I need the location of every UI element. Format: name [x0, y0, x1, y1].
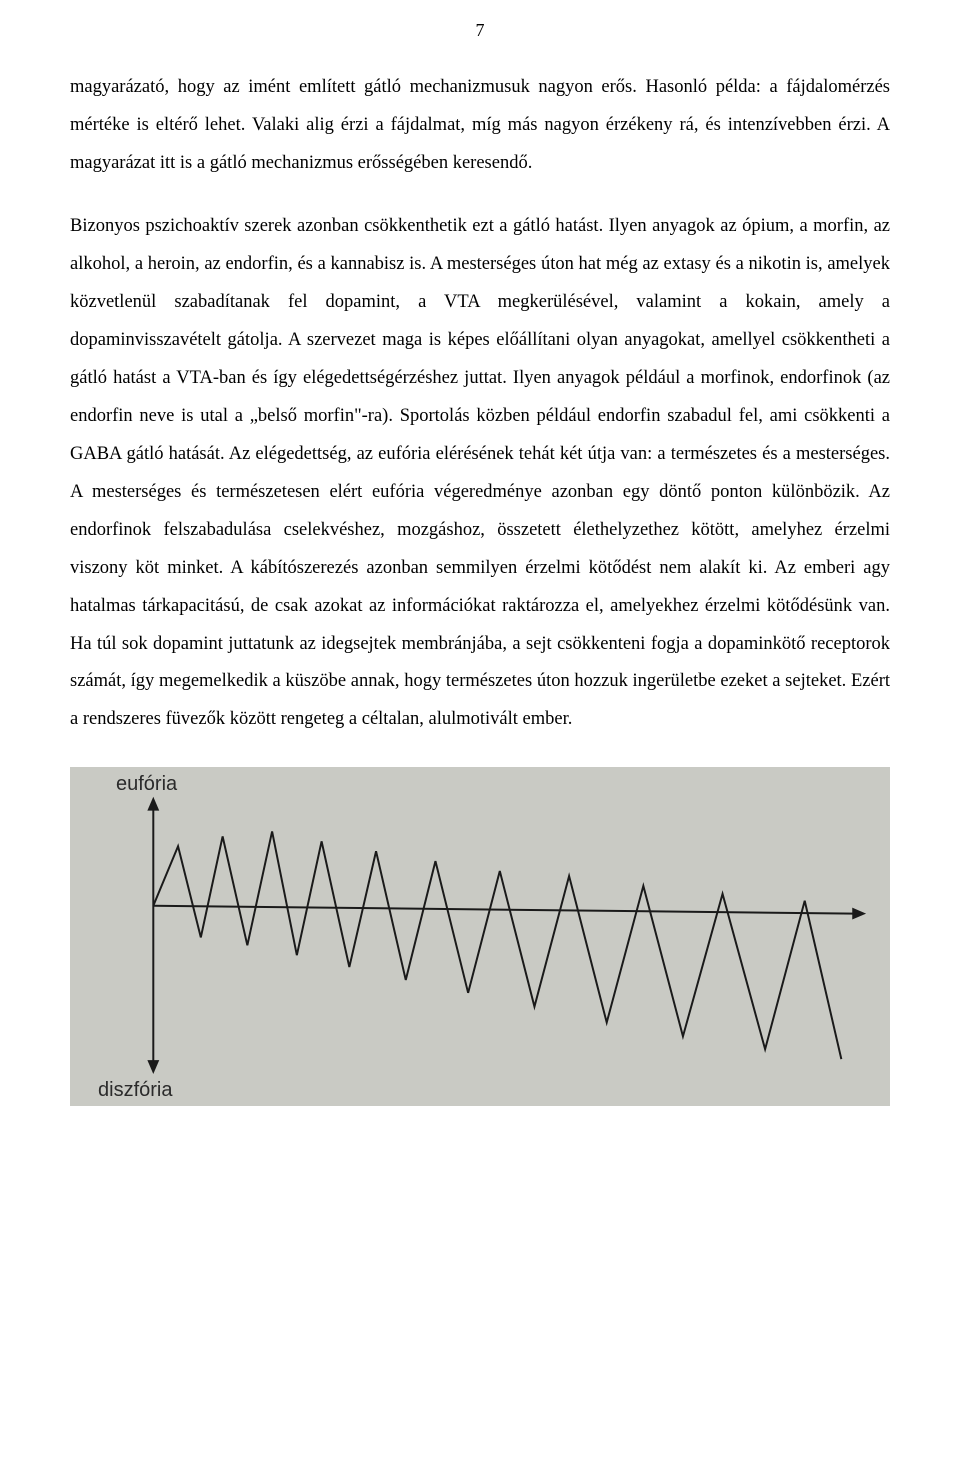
paragraph-1: magyarázató, hogy az imént említett gátl… — [70, 69, 890, 183]
paragraph-2: Bizonyos pszichoaktív szerek azonban csö… — [70, 208, 890, 739]
chart-label-top: eufória — [116, 773, 177, 796]
page-number: 7 — [70, 20, 890, 41]
chart-label-bottom: diszfória — [98, 1079, 172, 1102]
paragraph-break — [70, 183, 890, 209]
chart-svg — [84, 777, 876, 1094]
euphoria-dysphoria-chart: eufória diszfória — [70, 767, 890, 1106]
